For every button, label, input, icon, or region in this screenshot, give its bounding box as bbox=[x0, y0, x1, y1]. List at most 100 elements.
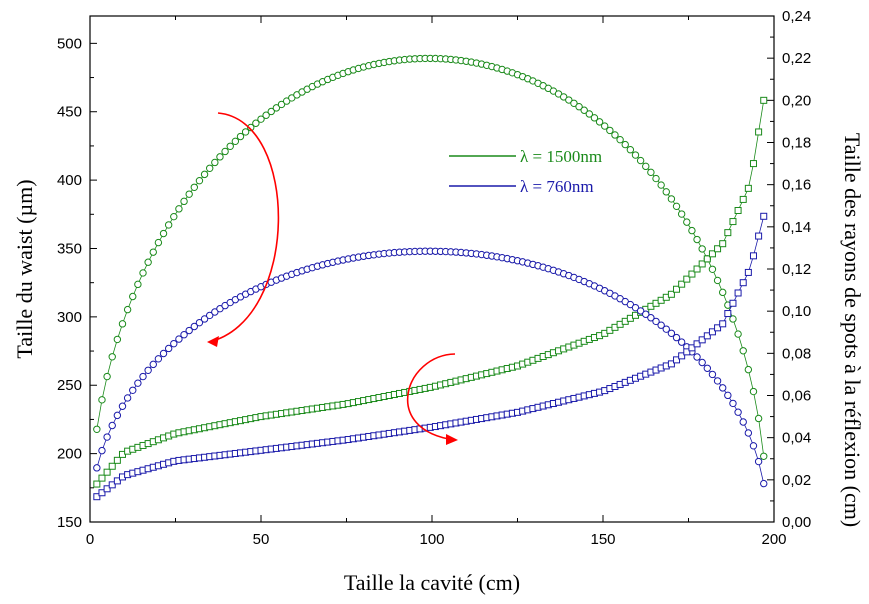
waist-point bbox=[195, 318, 204, 327]
waist-point bbox=[580, 106, 588, 114]
waist-point bbox=[667, 329, 676, 337]
waist-point bbox=[272, 104, 281, 112]
waist-point bbox=[98, 396, 106, 404]
waist-point bbox=[729, 315, 737, 323]
waist-point bbox=[108, 421, 116, 430]
waist-point bbox=[118, 320, 127, 328]
waist-point bbox=[672, 202, 681, 211]
waist-point bbox=[642, 310, 650, 318]
waist-point bbox=[749, 387, 758, 396]
spot-point bbox=[108, 462, 116, 470]
legend-label-760: λ = 760nm bbox=[520, 177, 594, 196]
waist-point bbox=[708, 370, 717, 379]
waist-point bbox=[257, 115, 265, 123]
spot-point bbox=[683, 275, 691, 283]
waist-point bbox=[590, 114, 599, 122]
arrow-right-curve bbox=[406, 353, 456, 441]
waist-point bbox=[662, 188, 670, 196]
y2-axis-title: Taille des rayons de spots à la réflexio… bbox=[840, 133, 865, 527]
series-0 bbox=[93, 54, 768, 488]
y2-tick-label: 0,04 bbox=[782, 430, 811, 447]
waist-line bbox=[96, 58, 765, 457]
arrow-left-curve bbox=[208, 112, 280, 343]
waist-point bbox=[719, 384, 727, 392]
waist-point bbox=[652, 317, 660, 326]
waist-point bbox=[724, 391, 732, 400]
waist-point bbox=[760, 479, 768, 488]
waist-point bbox=[185, 326, 193, 335]
spot-point bbox=[708, 328, 716, 336]
waist-point bbox=[185, 190, 193, 198]
waist-point bbox=[713, 377, 722, 385]
spot-point bbox=[103, 485, 111, 493]
x-tick-label: 0 bbox=[86, 531, 94, 548]
spot-point bbox=[719, 320, 727, 328]
waist-point bbox=[703, 364, 712, 372]
spot-point bbox=[98, 489, 106, 497]
spot-point bbox=[673, 285, 681, 293]
y2-tick-label: 0,24 bbox=[782, 8, 811, 25]
spot-point bbox=[113, 456, 121, 464]
waist-point bbox=[170, 339, 178, 348]
waist-point bbox=[113, 335, 122, 344]
waist-point bbox=[267, 107, 275, 116]
waist-point bbox=[144, 258, 152, 266]
spot-point bbox=[98, 474, 106, 482]
waist-point bbox=[241, 128, 250, 136]
waist-point bbox=[149, 360, 157, 369]
waist-point bbox=[175, 205, 183, 213]
y2-tick-label: 0,10 bbox=[782, 303, 811, 320]
waist-point bbox=[729, 399, 737, 408]
waist-point bbox=[103, 433, 111, 441]
waist-point bbox=[595, 118, 604, 126]
waist-point bbox=[154, 238, 163, 247]
waist-point bbox=[139, 372, 147, 381]
spot-point bbox=[683, 348, 691, 356]
spot-point bbox=[749, 252, 757, 260]
x-tick-label: 200 bbox=[761, 531, 786, 548]
spot-point bbox=[678, 352, 686, 360]
waist-point bbox=[626, 146, 635, 154]
x-tick-label: 150 bbox=[590, 531, 615, 548]
waist-point bbox=[134, 280, 142, 289]
plot-frame bbox=[89, 15, 775, 523]
waist-point bbox=[636, 307, 645, 315]
waist-point bbox=[575, 102, 583, 111]
waist-point bbox=[247, 123, 255, 132]
waist-point bbox=[647, 168, 655, 177]
axis-tick-labels: 0 50 100 150 200 150 200 250 300 350 400 450 500 0,00… bbox=[57, 8, 811, 548]
x-tick-label: 50 bbox=[253, 531, 270, 548]
y-tick-label: 400 bbox=[57, 172, 82, 189]
spot-point bbox=[113, 477, 121, 485]
waist-point bbox=[195, 176, 204, 185]
waist-point bbox=[236, 132, 245, 141]
waist-point bbox=[719, 288, 727, 297]
waist-point bbox=[262, 111, 270, 119]
legend: λ = 1500nm λ = 760nm bbox=[449, 147, 602, 196]
waist-point bbox=[621, 140, 629, 149]
spot-point bbox=[667, 290, 675, 298]
waist-point bbox=[677, 210, 686, 218]
spot-point bbox=[703, 332, 711, 340]
spot-point bbox=[729, 218, 737, 226]
waist-point bbox=[164, 221, 173, 229]
waist-point bbox=[113, 411, 122, 420]
waist-point bbox=[206, 164, 214, 172]
spot-point bbox=[693, 265, 701, 273]
waist-point bbox=[190, 322, 199, 331]
y-tick-label: 350 bbox=[57, 240, 82, 257]
y2-tick-label: 0,00 bbox=[782, 514, 811, 531]
y2-tick-label: 0,22 bbox=[782, 50, 811, 67]
x-tick-label: 100 bbox=[419, 531, 444, 548]
spot-point bbox=[714, 324, 722, 332]
waist-point bbox=[616, 135, 624, 144]
spot-point bbox=[760, 212, 768, 220]
waist-point bbox=[108, 353, 116, 361]
waist-point bbox=[216, 153, 224, 161]
waist-point bbox=[221, 147, 229, 156]
spot-point bbox=[724, 229, 732, 237]
y-tick-label: 300 bbox=[57, 309, 82, 326]
waist-point bbox=[93, 425, 101, 433]
y2-tick-label: 0,06 bbox=[782, 388, 811, 405]
waist-point bbox=[159, 349, 168, 358]
